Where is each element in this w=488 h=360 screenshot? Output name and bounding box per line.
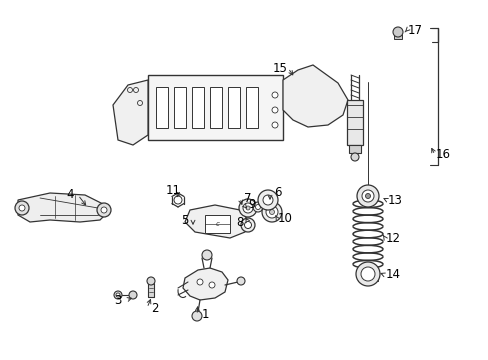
Bar [174,87,185,128]
Text: 16: 16 [435,148,449,162]
Circle shape [114,291,122,299]
Polygon shape [283,65,347,127]
Text: 17: 17 [407,23,422,36]
Text: 13: 13 [387,194,402,207]
Bar [348,145,360,153]
Text: 2: 2 [151,302,159,315]
Circle shape [129,291,137,299]
Circle shape [271,92,278,98]
Bar [148,75,283,140]
Text: 15: 15 [272,62,287,75]
Bar [148,283,154,297]
Text: 14: 14 [385,269,400,282]
Circle shape [265,206,278,218]
Circle shape [258,190,278,210]
Circle shape [15,201,29,215]
Polygon shape [113,80,148,145]
Text: 10: 10 [277,211,292,225]
Circle shape [116,293,120,297]
Text: 12: 12 [385,231,400,244]
Text: 7: 7 [244,192,251,204]
Circle shape [197,279,203,285]
Circle shape [147,277,155,285]
Circle shape [202,250,212,260]
Circle shape [365,194,370,198]
Text: 8: 8 [236,216,243,229]
Circle shape [245,206,249,210]
Text: 1: 1 [201,309,208,321]
Circle shape [262,202,282,222]
Text: 9: 9 [248,198,255,211]
Circle shape [271,107,278,113]
Circle shape [392,27,402,37]
Polygon shape [183,268,227,300]
Circle shape [244,221,251,229]
Circle shape [350,153,358,161]
Circle shape [355,262,379,286]
Polygon shape [18,193,108,222]
Circle shape [239,199,257,217]
Text: 11: 11 [165,184,180,197]
Circle shape [243,203,252,213]
Circle shape [356,185,378,207]
Circle shape [208,282,215,288]
Text: c: c [216,221,220,227]
Polygon shape [184,205,247,238]
Circle shape [174,196,182,204]
Text: 4: 4 [66,189,74,202]
Bar [209,87,222,128]
Text: 5: 5 [181,213,188,226]
Circle shape [271,122,278,128]
Circle shape [269,210,274,215]
Bar [357,276,377,281]
Circle shape [97,203,111,217]
Bar [156,87,168,128]
Bar [393,34,401,39]
Text: 3: 3 [114,293,122,306]
Text: 6: 6 [274,186,281,199]
Circle shape [241,218,254,232]
Bar [346,100,362,145]
Bar [227,87,240,128]
Circle shape [252,202,263,212]
Circle shape [237,277,244,285]
Circle shape [263,195,272,205]
Bar [204,215,229,233]
Bar [192,87,203,128]
Bar [245,87,258,128]
Circle shape [101,207,107,213]
Circle shape [361,190,373,202]
Circle shape [255,204,260,210]
Circle shape [19,205,25,211]
Circle shape [360,267,374,281]
Circle shape [192,311,202,321]
